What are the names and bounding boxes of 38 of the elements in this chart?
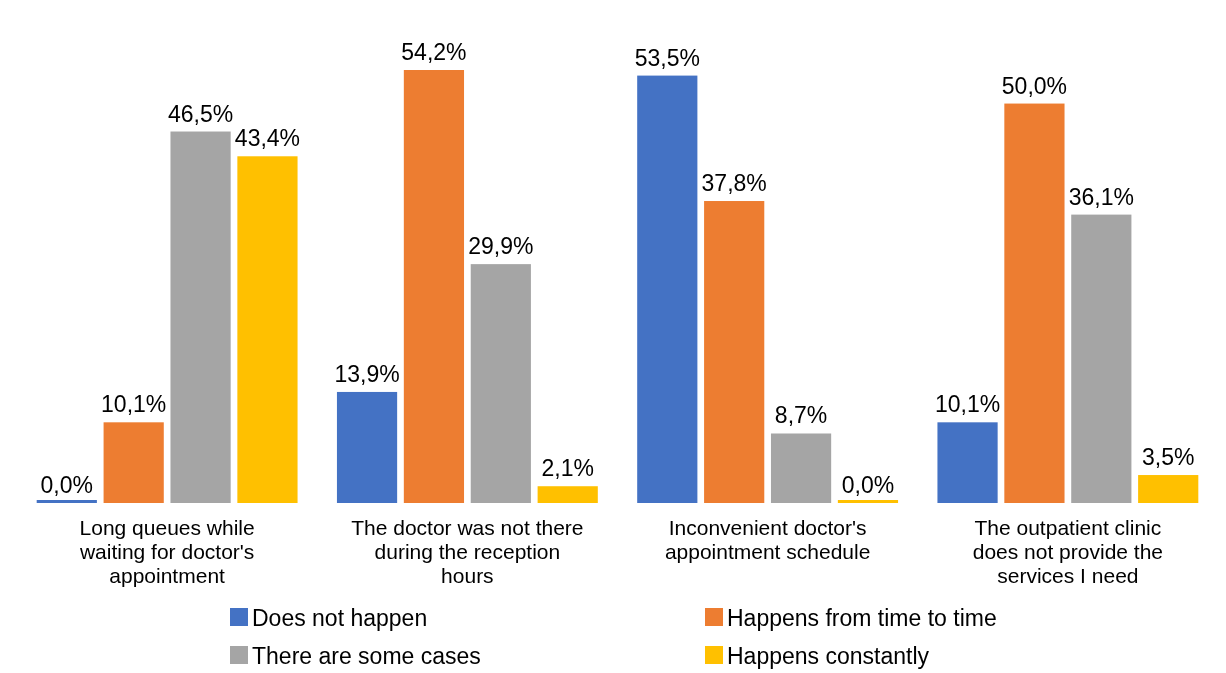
data-label: 0,0% [841, 472, 895, 498]
legend-label: Does not happen [252, 605, 428, 631]
data-label: 3,5% [1141, 444, 1195, 471]
bar [770, 433, 832, 503]
bar [103, 422, 164, 503]
bar [937, 422, 998, 503]
bar [1138, 475, 1199, 503]
data-label: 43,4% [234, 125, 301, 152]
bar [170, 131, 231, 503]
x-tick-label: The outpatient clinic does not provide the services I need [972, 516, 1164, 587]
bar [336, 391, 398, 503]
x-tick-label: Long queues while waiting for doctor's appointment [78, 516, 255, 587]
data-label: 0,0% [40, 472, 94, 498]
data-label: 29,9% [468, 233, 534, 260]
data-label: 2,1% [541, 455, 594, 482]
bar [1071, 214, 1132, 503]
bar [637, 75, 698, 503]
data-label: 50,0% [1001, 72, 1068, 99]
x-tick-label: The doctor was not there during the reception hours [351, 516, 584, 587]
data-label: 36,1% [1068, 183, 1134, 210]
bar [1004, 103, 1065, 503]
bar [537, 486, 598, 503]
data-label: 10,1% [101, 391, 167, 418]
x-tick-label: Inconvenient doctor's appointment schedule [664, 516, 871, 563]
data-label: 10,1% [934, 391, 1001, 418]
bar [237, 156, 298, 503]
data-label: 46,5% [167, 100, 234, 127]
legend-label: Happens from time to time [727, 605, 997, 631]
data-label: 13,9% [334, 360, 400, 387]
data-label: 53,5% [634, 44, 700, 71]
bar [403, 70, 465, 503]
legend-label: Happens constantly [727, 643, 930, 669]
data-label: 8,7% [774, 402, 828, 429]
data-label: 37,8% [701, 170, 767, 197]
bar [704, 201, 765, 503]
data-label: 54,2% [401, 39, 467, 65]
bar [470, 264, 531, 503]
legend-label: There are some cases [252, 643, 481, 669]
